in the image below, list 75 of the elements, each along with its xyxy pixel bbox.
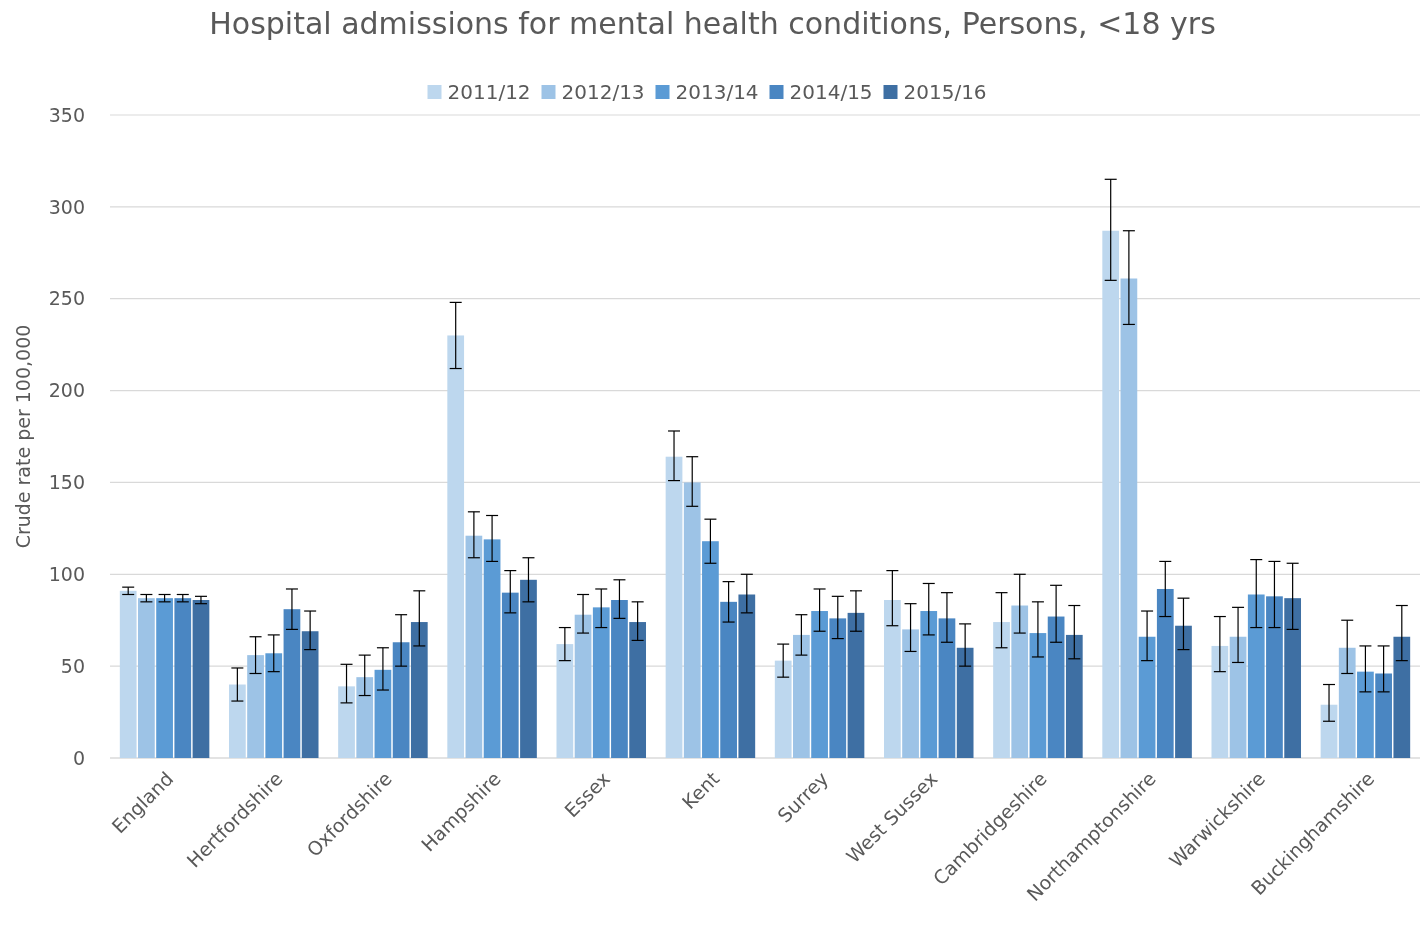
bar — [138, 598, 155, 758]
bar — [1211, 645, 1229, 758]
bar — [1284, 598, 1302, 758]
bar — [993, 622, 1010, 758]
bar — [1011, 605, 1029, 758]
bar — [592, 607, 610, 758]
bar — [228, 684, 246, 758]
y-tick-label: 300 — [48, 195, 85, 218]
bar — [683, 482, 701, 758]
legend-label: 2015/16 — [903, 80, 987, 104]
bar — [1029, 633, 1047, 758]
bar — [665, 456, 683, 758]
bar — [902, 629, 919, 758]
bar — [738, 594, 756, 758]
bar — [283, 609, 301, 758]
legend-label: 2014/15 — [789, 80, 873, 104]
bar — [338, 686, 355, 758]
y-tick-label: 0 — [72, 746, 85, 769]
bar — [301, 631, 319, 758]
bar — [1138, 636, 1156, 758]
legend-label: 2012/13 — [561, 80, 645, 104]
chart-title: Hospital admissions for mental health conditions, Persons, <18 yrs — [209, 6, 1216, 41]
bar — [702, 541, 719, 758]
bar — [356, 677, 374, 758]
bar — [247, 655, 264, 758]
bar — [1357, 671, 1374, 758]
bar — [720, 601, 737, 758]
bar — [520, 579, 537, 758]
bar — [629, 622, 647, 758]
y-tick-label: 150 — [48, 471, 85, 494]
bar — [574, 614, 592, 758]
bar — [847, 612, 865, 758]
y-tick-label: 50 — [60, 654, 85, 677]
y-tick-label: 250 — [48, 287, 85, 310]
bar — [1065, 634, 1083, 758]
bar — [156, 598, 173, 758]
bar — [1338, 647, 1356, 758]
bar — [556, 644, 574, 758]
y-tick-label: 100 — [48, 562, 85, 585]
bar — [410, 622, 428, 758]
bar — [938, 618, 956, 758]
bar — [374, 669, 392, 758]
bar — [829, 618, 847, 758]
y-tick-label: 350 — [48, 103, 85, 126]
bar — [1393, 636, 1411, 758]
bar — [920, 611, 938, 758]
y-tick-label: 200 — [48, 379, 85, 402]
bar — [1102, 230, 1120, 758]
bar — [265, 653, 283, 758]
legend-label: 2011/12 — [447, 80, 531, 104]
bar — [119, 590, 137, 758]
bar — [1120, 278, 1138, 758]
bar — [465, 535, 483, 758]
legend-label: 2013/14 — [675, 80, 759, 104]
bar — [192, 600, 210, 758]
bar — [883, 600, 901, 758]
bar — [447, 335, 465, 758]
bar — [793, 634, 810, 758]
bar — [392, 642, 410, 758]
bar — [1266, 596, 1283, 758]
bar — [1247, 594, 1265, 758]
bar — [1175, 625, 1192, 758]
bar — [1320, 704, 1338, 758]
bar — [1375, 673, 1392, 758]
bar — [811, 611, 828, 758]
bar — [174, 598, 192, 758]
bar — [1047, 616, 1065, 758]
bar — [1156, 588, 1174, 758]
bar — [956, 647, 974, 758]
bar — [774, 660, 792, 758]
y-axis-title: Crude rate per 100,000 — [12, 324, 34, 549]
bar — [483, 539, 501, 758]
bar — [611, 600, 628, 758]
bar — [501, 592, 519, 758]
bar — [1229, 636, 1247, 758]
